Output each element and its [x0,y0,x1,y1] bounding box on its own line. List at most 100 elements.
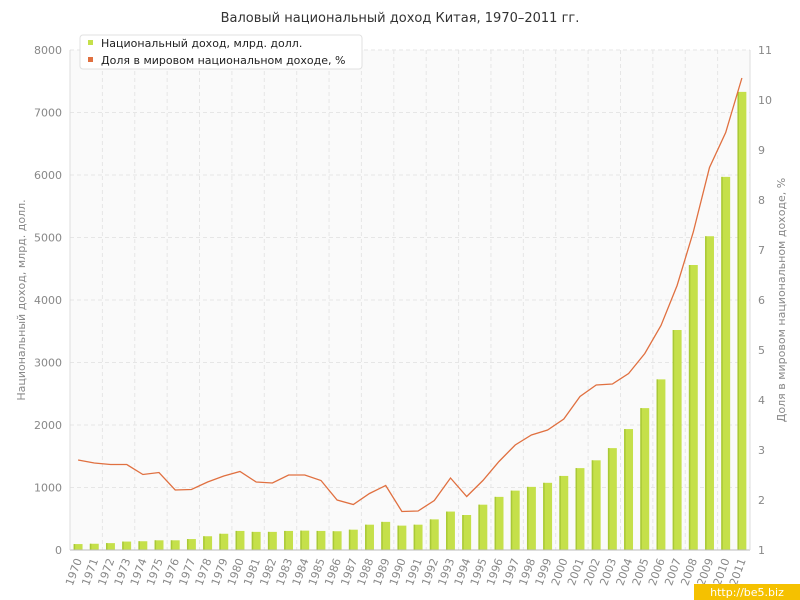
bar [640,408,650,550]
y2-tick-label: 9 [758,144,765,157]
bar-edge [203,536,205,550]
legend-swatch-share [88,57,93,62]
bar-edge [721,176,723,550]
y-tick-label: 6000 [34,169,62,182]
share-line [77,77,743,513]
bar [510,490,520,550]
bar [138,541,148,550]
bar [89,543,99,550]
legend-swatch-income [88,40,93,45]
bar [122,541,132,550]
bar-series [73,91,747,550]
grid [69,49,750,551]
bar-edge [462,515,464,550]
bar [737,91,747,550]
bar-edge [591,460,594,550]
bar-edge [170,540,173,550]
bar-edge [219,533,221,550]
bar-edge [267,531,270,550]
bar-edge [122,541,124,550]
bar [705,236,714,550]
bar-edge [510,490,513,550]
legend: Национальный доход, млрд. долл. Доля в м… [79,34,363,70]
bar-edge [154,540,157,550]
bar-edge [106,543,108,550]
bar [413,524,423,550]
bar-edge [348,529,351,550]
bar [267,531,277,550]
bar [494,496,504,550]
bar [575,468,585,550]
y-tick-label: 7000 [34,107,62,120]
y2-axis-label: Доля в мировом национальном доходе, % [775,178,788,422]
bar [381,521,391,550]
bar-edge [284,530,286,550]
left-axis-ticks: 0 1000 2000 3000 4000 5000 6000 7000 8000 [34,44,62,557]
legend-item-share: Доля в мировом национальном доходе, % [101,54,345,67]
y2-tick-label: 7 [758,244,765,257]
bar [219,533,229,550]
bar-edge [688,265,691,550]
bar [429,519,439,550]
bar-edge [559,475,561,550]
y2-tick-label: 10 [758,94,772,107]
bar [106,543,115,550]
watermark-box [694,584,800,600]
y-tick-label: 2000 [34,419,62,432]
y2-tick-label: 6 [758,294,765,307]
y2-tick-label: 4 [758,394,765,407]
bar-edge [640,408,642,550]
y2-tick-label: 5 [758,344,765,357]
y-tick-label: 0 [55,544,62,557]
bar [170,540,180,550]
bar [462,515,472,550]
y2-tick-label: 11 [758,44,772,57]
bar-edge [607,448,610,550]
bar [591,460,601,550]
bar [235,530,245,550]
legend-box [79,34,363,70]
y2-tick-label: 1 [758,544,765,557]
bar [721,176,731,550]
bar [73,544,83,550]
bar-edge [381,521,383,550]
bar [284,530,294,550]
bar-edge [251,531,254,550]
y2-tick-label: 8 [758,194,765,207]
bar-edge [705,236,707,550]
bar [559,475,569,550]
bar-edge [624,429,626,550]
bar [348,529,358,550]
bar [316,530,326,550]
bar [688,265,698,550]
watermark-text: http://be5.biz [710,586,784,599]
bar-edge [397,525,399,550]
bar-edge [575,468,578,550]
bar [186,539,196,550]
bar-edge [316,530,318,550]
y-tick-label: 1000 [34,482,62,495]
line-series [77,77,743,513]
bar-edge [413,524,416,550]
bar-edge [737,91,739,550]
bar [397,525,407,550]
bar-edge [543,482,545,550]
bar-edge [526,486,529,550]
bar-edge [365,524,367,550]
bar-edge [138,541,140,550]
bar-edge [478,504,480,550]
y-tick-label: 5000 [34,232,62,245]
bar-edge [656,379,658,550]
bar [203,536,213,550]
y2-tick-label: 3 [758,444,765,457]
y-tick-label: 8000 [34,44,62,57]
watermark: http://be5.biz [694,584,800,600]
bar [446,511,455,550]
bar-edge [235,530,238,550]
bar-edge [332,531,335,550]
bar-edge [89,543,92,550]
right-axis-ticks: 1 2 3 4 5 6 7 8 9 10 11 [758,44,772,557]
bar [607,448,617,550]
bar [656,379,666,550]
